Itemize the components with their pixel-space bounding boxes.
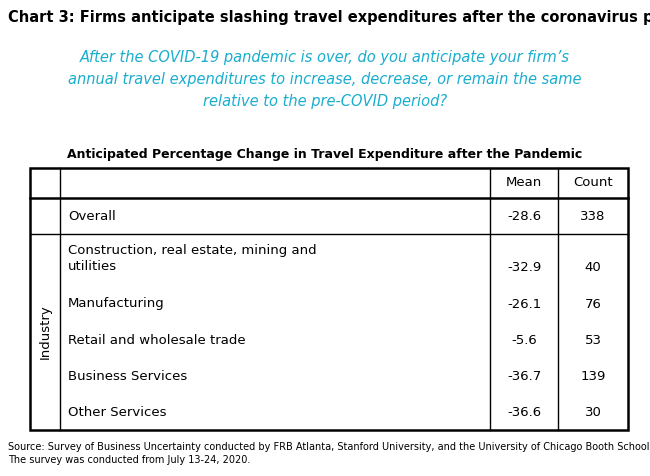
Text: -36.6: -36.6 xyxy=(507,406,541,418)
Text: Industry: Industry xyxy=(38,305,51,359)
Text: Manufacturing: Manufacturing xyxy=(68,298,164,310)
Text: 338: 338 xyxy=(580,209,606,222)
Text: Chart 3: Firms anticipate slashing travel expenditures after the coronavirus pan: Chart 3: Firms anticipate slashing trave… xyxy=(8,10,650,25)
Text: -5.6: -5.6 xyxy=(511,334,537,347)
Text: 76: 76 xyxy=(584,298,601,310)
Text: After the COVID-19 pandemic is over, do you anticipate your firm’s: After the COVID-19 pandemic is over, do … xyxy=(80,50,570,65)
Text: 139: 139 xyxy=(580,369,606,383)
Text: 40: 40 xyxy=(584,261,601,274)
Text: Source: Survey of Business Uncertainty conducted by FRB Atlanta, Stanford Univer: Source: Survey of Business Uncertainty c… xyxy=(8,442,650,452)
Text: utilities: utilities xyxy=(68,260,117,273)
Text: Construction, real estate, mining and: Construction, real estate, mining and xyxy=(68,244,317,257)
Text: -36.7: -36.7 xyxy=(507,369,541,383)
Text: 30: 30 xyxy=(584,406,601,418)
Text: Mean: Mean xyxy=(506,177,542,189)
Text: -28.6: -28.6 xyxy=(507,209,541,222)
Text: 53: 53 xyxy=(584,334,601,347)
Text: relative to the pre-COVID period?: relative to the pre-COVID period? xyxy=(203,94,447,109)
Text: Overall: Overall xyxy=(68,209,116,222)
Text: Count: Count xyxy=(573,177,613,189)
Bar xyxy=(30,168,628,430)
Text: -26.1: -26.1 xyxy=(507,298,541,310)
Text: Anticipated Percentage Change in Travel Expenditure after the Pandemic: Anticipated Percentage Change in Travel … xyxy=(68,148,582,161)
Text: -32.9: -32.9 xyxy=(507,261,541,274)
Text: Business Services: Business Services xyxy=(68,369,187,383)
Text: Other Services: Other Services xyxy=(68,406,166,418)
Text: The survey was conducted from July 13-24, 2020.: The survey was conducted from July 13-24… xyxy=(8,455,250,465)
Text: Retail and wholesale trade: Retail and wholesale trade xyxy=(68,334,246,347)
Text: annual travel expenditures to increase, decrease, or remain the same: annual travel expenditures to increase, … xyxy=(68,72,582,87)
